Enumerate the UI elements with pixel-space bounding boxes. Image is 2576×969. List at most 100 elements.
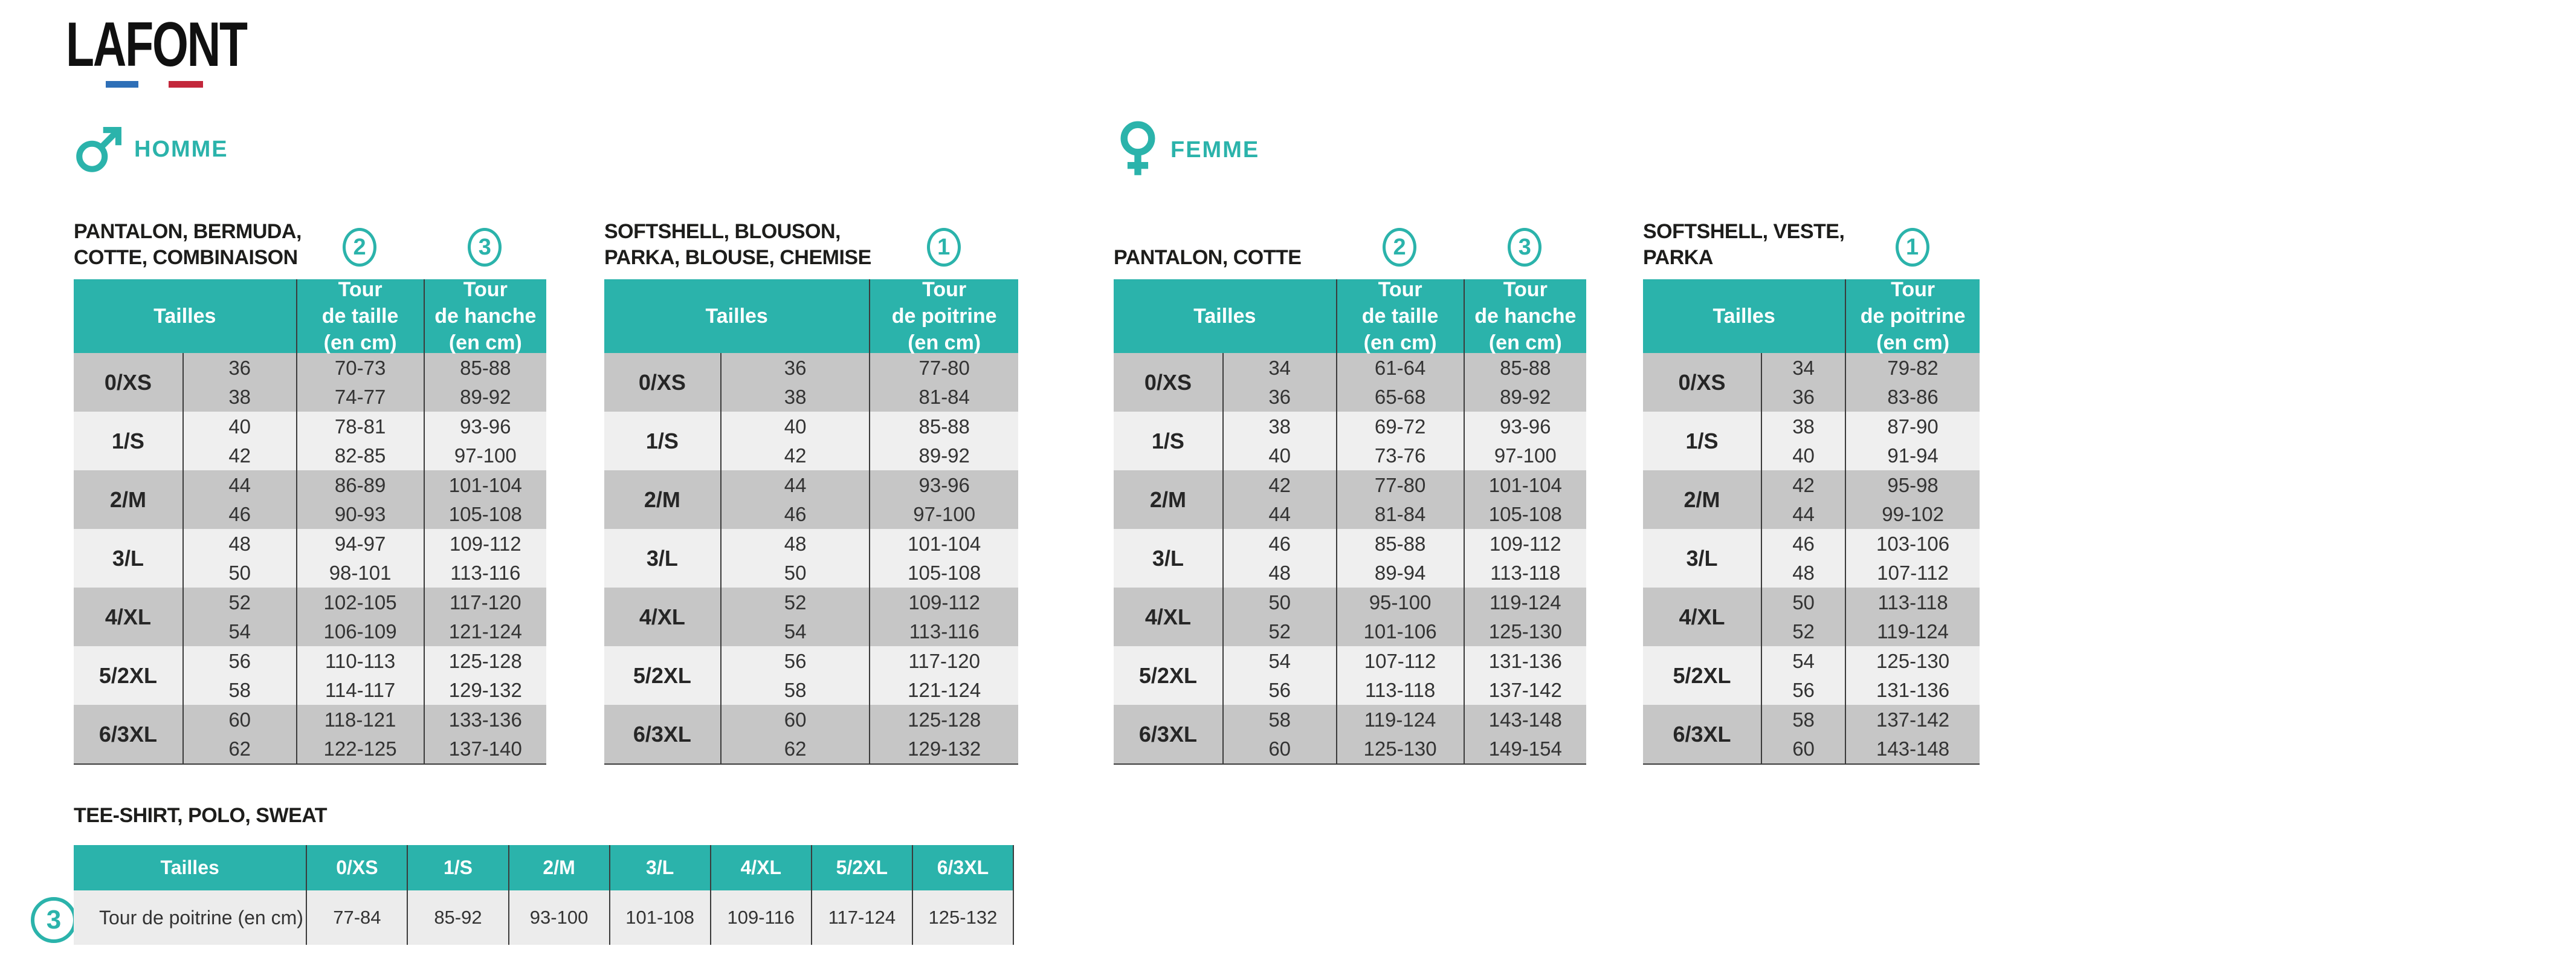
measure-cell: 34 36	[1760, 353, 1845, 412]
measure-value: 34	[1792, 356, 1815, 379]
measure-cell: 44 46	[720, 470, 870, 529]
measure-value: 119-124	[1877, 620, 1949, 643]
size-group-label: 1/S	[645, 428, 679, 453]
measure-value: 129-132	[448, 679, 522, 702]
table-header-row: Tailles Tour de taille (en cm) Tour de h…	[74, 278, 546, 354]
measure-value: 40	[784, 415, 807, 438]
measure-cell: 77-80 81-84	[869, 353, 1018, 412]
size-group-label: 3/L	[112, 545, 144, 571]
measure-value: 87-90	[1887, 415, 1938, 438]
measure-value: 137-140	[448, 737, 522, 760]
table-tee-shirt: Tailles 0/XS 1/S 2/M 3/L 4/XL 5/2XL 6/3X…	[74, 845, 1014, 945]
measure-cell: 109-112 113-118	[1463, 529, 1586, 588]
measure-value: 36	[1268, 386, 1291, 409]
size-group-label: 0/XS	[1678, 369, 1726, 395]
table-header-row: Tailles Tour de poitrine (en cm)	[1643, 278, 1980, 354]
marker-number: 2	[1393, 234, 1406, 260]
measure-value: 60	[1792, 737, 1815, 760]
marker-hip-circle: 3	[468, 228, 502, 267]
measure-value: 125-130	[1363, 737, 1437, 760]
measure-value: 131-136	[1488, 649, 1562, 672]
size-group-label: 5/2XL	[1673, 663, 1731, 688]
measure-value: 54	[1792, 649, 1815, 672]
measure-value: 60	[1268, 737, 1291, 760]
measure-value: 89-92	[1500, 386, 1551, 409]
measure-cell: 93-96 97-100	[423, 412, 546, 470]
measure-value: 50	[1268, 591, 1291, 614]
measure-cell: 85-88 89-94	[1335, 529, 1464, 588]
measure-value: 70-73	[334, 356, 386, 379]
table-femme-pantalon: 2 3 PANTALON, COTTE Tailles Tour de tail…	[1114, 227, 1586, 765]
measure-value: 60	[228, 708, 251, 731]
measure-value: 93-96	[460, 415, 511, 438]
size-group-row: 6/3XL 60 62 125-128 129-132	[604, 705, 1018, 763]
measure-cell: 109-112 113-116	[869, 588, 1018, 646]
measure-cell: 34 36	[1222, 353, 1336, 412]
measure-value: 69-72	[1374, 415, 1426, 438]
measure-value: 56	[784, 649, 807, 672]
measure-cell: 118-121 122-125	[295, 705, 424, 763]
table-header-row: Tailles Tour de poitrine (en cm)	[604, 278, 1018, 354]
size-group-row: 0/XS 34 36 61-64 65-68 85-88 89-92	[1114, 353, 1586, 412]
measure-cell: 137-142 143-148	[1845, 705, 1980, 763]
size-group-label: 4/XL	[1679, 604, 1725, 629]
measure-value: 38	[1268, 415, 1291, 438]
measure-value: 54	[1268, 649, 1291, 672]
measure-value: 48	[1268, 562, 1291, 585]
measure-cell: 52 54	[182, 588, 296, 646]
measure-value: 73-76	[1374, 444, 1426, 467]
size-group-row: 3/L 46 48 85-88 89-94 109-112 113-118	[1114, 529, 1586, 588]
measure-value: 89-92	[918, 444, 970, 467]
measure-value: 98-101	[329, 562, 392, 585]
logo-flag-red-bar	[169, 81, 203, 88]
measure-value: 56	[228, 649, 251, 672]
lafont-logo-text: LAFONT	[66, 10, 248, 80]
measure-value: 40	[1268, 444, 1291, 467]
measure-value: 60	[784, 708, 807, 731]
measure-value: 77-80	[1374, 473, 1426, 496]
measure-value: 52	[1792, 620, 1815, 643]
measure-cell: 131-136 137-142	[1463, 646, 1586, 705]
measure-value: 117-124	[810, 890, 912, 945]
measure-value: 113-118	[1877, 591, 1948, 614]
measure-value: 143-148	[1876, 737, 1950, 760]
size-group-label: 5/2XL	[1138, 663, 1197, 688]
measure-value: 89-94	[1374, 562, 1426, 585]
header-size-2m: 2/M	[508, 845, 609, 890]
marker-hip-circle: 3	[1508, 228, 1542, 267]
measure-value: 125-132	[911, 890, 1014, 945]
measure-value: 110-113	[324, 649, 396, 672]
measure-value: 94-97	[334, 532, 386, 555]
measure-value: 125-128	[448, 649, 522, 672]
measure-cell: 44 46	[182, 470, 296, 529]
measure-value: 38	[1792, 415, 1815, 438]
tee-row-label: Tour de poitrine (en cm)	[99, 906, 303, 928]
measure-value: 95-100	[1369, 591, 1432, 614]
measure-value: 131-136	[1876, 679, 1950, 702]
size-group-row: 1/S 40 42 78-81 82-85 93-96 97-100	[74, 412, 546, 470]
measure-value: 52	[784, 591, 807, 614]
measure-value: 107-112	[1364, 649, 1436, 672]
measure-value: 40	[1792, 444, 1815, 467]
header-size-63xl: 6/3XL	[911, 845, 1014, 890]
measure-value: 125-128	[908, 708, 981, 731]
measure-value: 85-88	[1374, 532, 1426, 555]
marker-chest-circle-tee: 3	[31, 897, 77, 943]
measure-value: 97-100	[913, 503, 976, 526]
section-header-femme: FEMME	[1115, 121, 1259, 179]
size-group-row: 3/L 48 50 101-104 105-108	[604, 529, 1018, 588]
measure-cell: 42 44	[1222, 470, 1336, 529]
measure-value: 79-82	[1887, 356, 1938, 379]
measure-value: 48	[1792, 562, 1815, 585]
size-group-row: 6/3XL 58 60 137-142 143-148	[1643, 705, 1980, 763]
measure-cell: 46 48	[1222, 529, 1336, 588]
measure-cell: 54 56	[1222, 646, 1336, 705]
table-body: 0/XS 34 36 61-64 65-68 85-88 89-92 1/S 38 40 69-72…	[1114, 353, 1586, 765]
size-group-label: 5/2XL	[98, 663, 157, 688]
header-tour-de-hanche: Tour de hanche (en cm)	[1463, 278, 1586, 354]
table-title: PANTALON, COTTE	[1114, 246, 1302, 270]
marker-waist-circle: 2	[1383, 228, 1417, 267]
measure-value: 52	[1268, 620, 1291, 643]
measure-value: 101-104	[908, 532, 981, 555]
